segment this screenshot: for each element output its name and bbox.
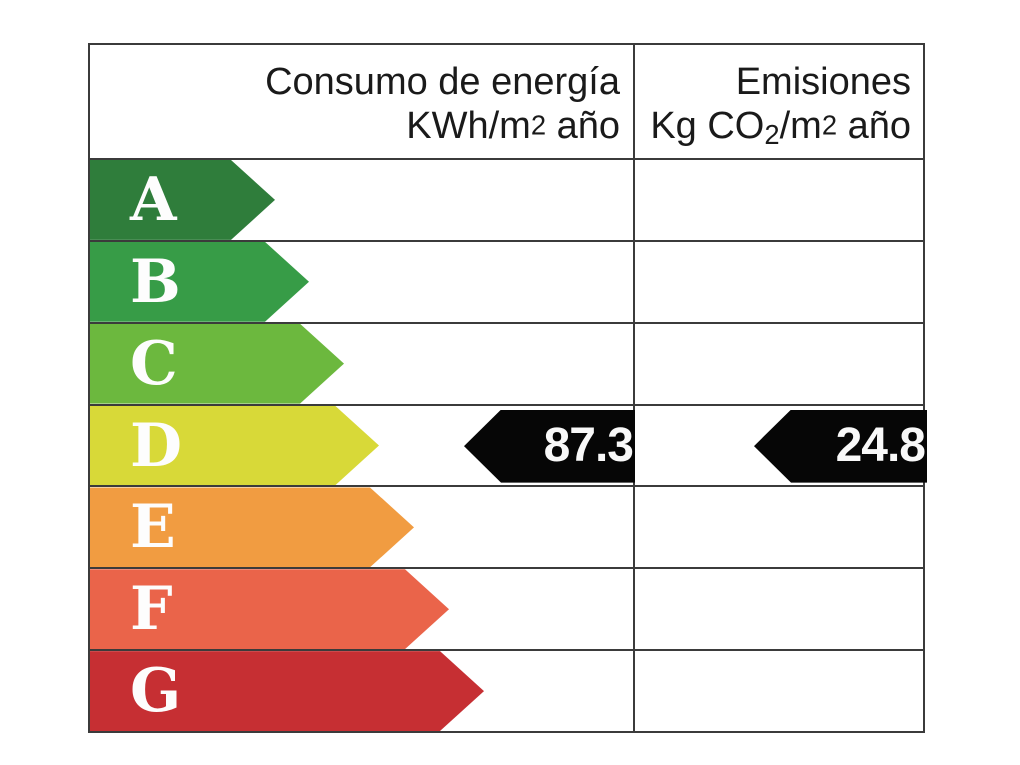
consumption-unit-exponent: 2 [530,109,547,141]
rating-letter-e: E [130,492,176,563]
rating-bar-g: G [90,651,484,731]
consumption-column-header: Consumo de energía KWh/m2 año [90,45,635,158]
rating-letter-d: D [130,410,183,481]
rating-row-a: A [90,160,923,242]
rating-letter-g: G [130,656,182,727]
consumption-unit-suffix: año [546,105,620,148]
rating-row-c: C [90,323,923,406]
emissions-unit-suffix: año [837,105,911,148]
emissions-header-units: Kg CO2/m2 año [641,104,911,151]
rating-row-b: B [90,241,923,324]
emissions-unit-mid: /m [779,105,822,148]
rating-row-f: F [90,569,923,652]
emissions-column-header: Emisiones Kg CO2/m2 año [635,45,923,158]
emissions-indicator-arrow: 24.8 [754,409,927,483]
consumption-value: 87.3 [543,419,634,473]
rating-row-e: E [90,487,923,570]
column-divider [633,569,635,650]
rating-bar-b: B [90,242,309,322]
column-divider [633,651,635,732]
rating-letter-c: C [130,328,178,399]
consumption-header-title: Consumo de energía [265,61,620,103]
energy-rating-table: Consumo de energía KWh/m2 año Emisiones … [88,43,927,733]
rating-letter-f: F [130,574,173,645]
rating-row-g: G [90,651,923,732]
rating-letter-b: B [130,246,181,317]
rating-letter-a: A [130,164,177,235]
column-divider [633,160,635,240]
consumption-header-units: KWh/m2 año [90,104,620,148]
emissions-unit-subscript: 2 [764,119,780,151]
column-divider [633,323,635,404]
emissions-unit-exponent: 2 [821,109,838,141]
table-header: Consumo de energía KWh/m2 año Emisiones … [90,45,923,160]
column-divider [633,487,635,568]
rating-bar-a: A [90,160,275,240]
rating-bar-c: C [90,324,344,404]
rating-row-d: D 87.3 24.8 [90,405,927,488]
rating-bar-d: D [90,406,379,486]
consumption-indicator-arrow: 87.3 [464,409,635,483]
rating-bar-e: E [90,487,414,567]
emissions-header-title: Emisiones [735,61,911,103]
rating-bar-f: F [90,569,449,649]
emissions-value: 24.8 [835,419,926,473]
consumption-unit-text: KWh/m [406,105,531,148]
emissions-unit-text: Kg CO [650,105,765,148]
column-divider [633,241,635,322]
